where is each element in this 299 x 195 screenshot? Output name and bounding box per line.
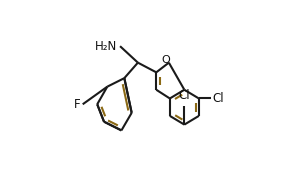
Text: F: F [74,98,81,111]
Text: H₂N: H₂N [95,40,117,53]
Text: O: O [161,55,170,65]
Text: Cl: Cl [179,89,190,102]
Text: Cl: Cl [213,92,225,105]
